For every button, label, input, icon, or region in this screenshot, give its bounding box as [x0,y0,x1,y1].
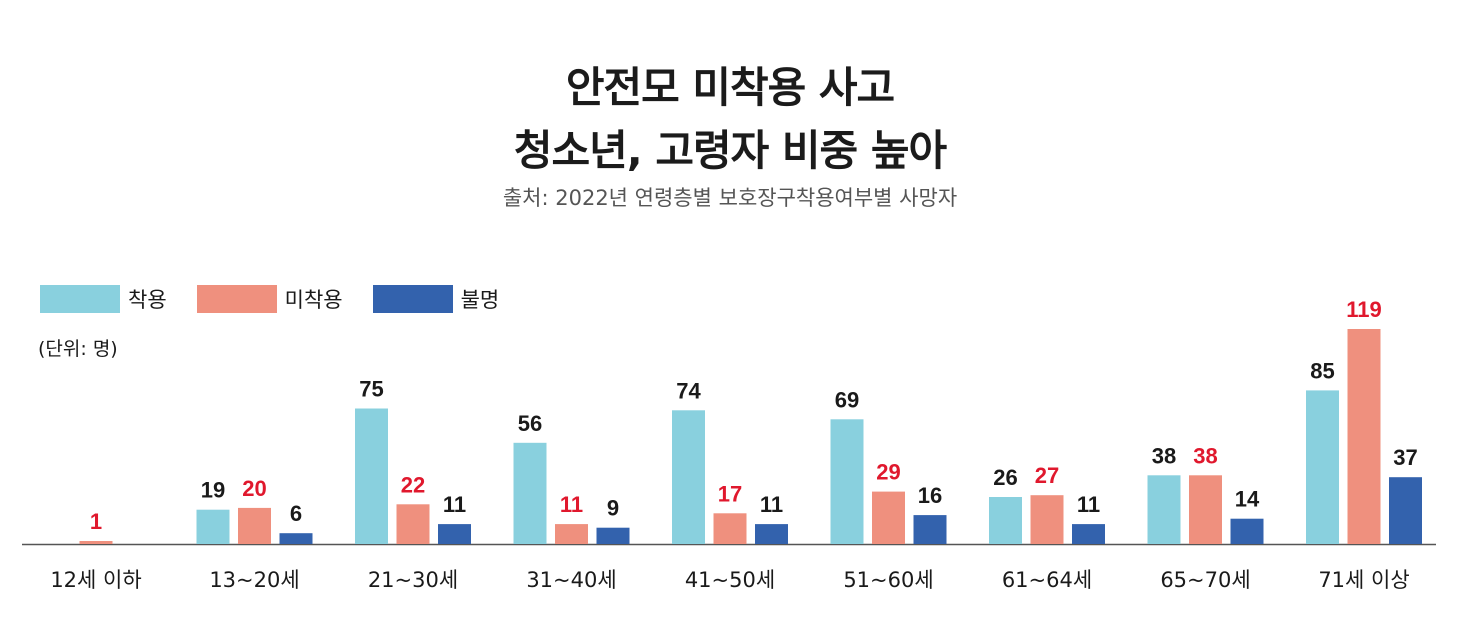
data-label-6-1: 27 [1035,463,1059,488]
bar-4-2 [755,524,788,544]
x-tick-label-8: 71세 이상 [1318,568,1409,592]
data-label-3-2: 9 [607,496,619,521]
data-label-3-0: 56 [518,411,542,436]
x-tick-label-2: 21~30세 [368,568,458,592]
data-label-0-1: 1 [90,509,102,534]
legend-item-worn: 착용 [40,284,167,314]
bar-6-2 [1072,524,1105,544]
legend-swatch-not-worn [196,285,277,313]
data-label-1-2: 6 [290,501,302,526]
x-tick-label-6: 61~64세 [1002,568,1092,592]
chart-source: 출처: 2022년 연령층별 보호장구착용여부별 사망자 [502,186,958,210]
x-tick-label-7: 65~70세 [1160,568,1250,592]
unit-label: (단위: 명) [38,338,118,360]
data-label-6-2: 11 [1077,492,1100,517]
x-tick-label-3: 31~40세 [526,568,616,592]
legend-item-not-worn: 미착용 [196,284,343,314]
data-label-2-0: 75 [359,377,383,402]
bar-7-0 [1147,475,1181,544]
bar-5-2 [913,515,947,544]
bar-4-0 [672,410,705,544]
data-label-2-1: 22 [401,472,425,497]
chart-title-line2: 청소년, 고령자 비중 높아 [513,126,947,175]
data-label-1-0: 19 [201,478,225,503]
data-label-3-1: 11 [560,492,583,517]
bar-6-0 [989,497,1022,544]
data-label-4-1: 17 [718,481,742,506]
legend: 착용 미착용 불명 [40,284,529,314]
bar-0-1 [79,541,113,544]
legend-swatch-worn [40,285,120,313]
data-label-4-0: 74 [676,378,701,403]
data-label-8-1: 119 [1346,297,1382,322]
x-tick-label-0: 12세 이하 [50,568,141,592]
data-label-5-0: 69 [835,387,859,412]
data-label-2-2: 11 [443,492,466,517]
data-label-7-0: 38 [1152,443,1176,468]
bar-2-1 [396,504,430,544]
legend-label-worn: 착용 [128,288,167,312]
bar-7-2 [1230,518,1264,544]
bar-8-0 [1306,390,1339,544]
bar-4-1 [713,513,747,544]
legend-label-not-worn: 미착용 [284,288,343,312]
data-label-8-0: 85 [1310,358,1334,383]
bar-1-2 [279,533,313,544]
bar-1-0 [196,509,230,544]
bar-5-0 [830,419,864,544]
data-label-6-0: 26 [993,465,1017,490]
x-tick-label-1: 13~20세 [209,568,299,592]
chart-title-line1: 안전모 미착용 사고 [565,63,895,112]
legend-swatch-unknown [372,285,453,313]
data-label-8-2: 37 [1393,445,1417,470]
bar-8-1 [1347,329,1381,544]
data-label-1-1: 20 [242,476,266,501]
data-label-7-1: 38 [1193,443,1217,468]
data-label-4-2: 11 [760,492,783,517]
bar-3-2 [596,527,630,544]
bar-3-1 [555,524,588,544]
bar-1-1 [238,507,271,544]
data-label-5-1: 29 [876,460,900,485]
bar-2-2 [438,524,471,544]
legend-label-unknown: 불명 [460,288,500,312]
bar-2-0 [355,408,388,544]
data-label-7-2: 14 [1235,487,1260,512]
x-tick-label-5: 51~60세 [843,568,933,592]
bar-3-0 [513,442,547,544]
bar-8-2 [1389,477,1422,544]
bar-5-1 [872,491,905,544]
bar-6-1 [1030,495,1064,544]
data-label-5-2: 16 [918,483,942,508]
bar-7-1 [1189,475,1222,544]
x-tick-label-4: 41~50세 [685,568,775,592]
legend-item-unknown: 불명 [372,284,500,314]
